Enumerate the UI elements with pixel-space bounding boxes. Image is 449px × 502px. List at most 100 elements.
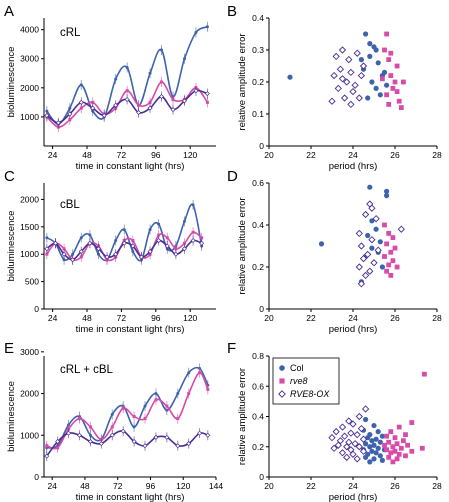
data-point-rve8ox xyxy=(104,254,110,260)
scatter-point-rve8 xyxy=(405,442,410,448)
data-point-rve8ox xyxy=(44,246,50,252)
x-tick-label: 22 xyxy=(306,313,316,323)
scatter-point-rve8 xyxy=(392,448,398,454)
data-point-rve8 xyxy=(200,236,204,240)
data-point-rve8ox xyxy=(121,240,127,246)
data-point-rve8 xyxy=(154,398,158,402)
scatter-point-rve8ox xyxy=(345,417,353,425)
scatter-point-col xyxy=(384,82,390,88)
x-axis-title: period (hrs) xyxy=(329,161,378,172)
data-point-rve8ox xyxy=(197,430,203,436)
panel-letter-d: D xyxy=(227,168,238,185)
data-point-rve8ox xyxy=(147,248,153,254)
data-point-rve8ox xyxy=(55,439,61,445)
scatter-point-rve8ox xyxy=(334,84,342,93)
data-point-rve8 xyxy=(68,118,72,122)
data-point-col xyxy=(187,371,191,375)
data-point-rve8 xyxy=(56,446,60,450)
y-tick-label: 1000 xyxy=(20,249,39,259)
scatter-point-rve8 xyxy=(396,98,402,104)
scatter-point-rve8ox xyxy=(357,424,366,433)
x-tick-label: 26 xyxy=(390,313,400,323)
scatter-point-rve8ox xyxy=(351,81,359,89)
data-point-rve8 xyxy=(77,417,81,421)
scatter-point-rve8 xyxy=(422,371,427,377)
x-tick-label: 28 xyxy=(432,150,442,160)
scatter-point-rve8ox xyxy=(349,87,357,96)
y-tick-label: 0 xyxy=(34,304,39,314)
scatter-point-col xyxy=(377,453,383,459)
data-point-rve8 xyxy=(160,80,164,84)
scatter-point-rve8ox xyxy=(359,62,368,70)
scatter-point-rve8 xyxy=(394,264,400,270)
scatter-point-rve8ox xyxy=(343,78,351,86)
legend-marker-rve8 xyxy=(279,378,285,384)
panel-letter-b: B xyxy=(227,3,237,20)
scatter-point-rve8 xyxy=(390,444,396,450)
scatter-point-rve8ox xyxy=(340,94,349,102)
data-point-rve8ox xyxy=(199,240,205,246)
x-tick-label: 24 xyxy=(47,481,57,491)
data-point-rve8ox xyxy=(78,99,84,105)
y-tick-label: 2000 xyxy=(20,389,39,399)
condition-label-a: cRL xyxy=(60,27,81,39)
scatter-point-rve8 xyxy=(388,50,394,56)
x-axis-title: time in constant light (hrs) xyxy=(76,492,185,502)
data-point-rve8ox xyxy=(159,94,165,100)
scatter-point-col xyxy=(369,79,375,85)
scatter-point-rve8ox xyxy=(328,434,336,442)
scatter-point-col xyxy=(377,439,383,445)
data-point-rve8 xyxy=(174,247,178,251)
chart-panel-e: 24 48 72 96 120 144 0 1000 2000 3000 time in const… xyxy=(6,347,223,502)
scatter-point-rve8ox xyxy=(347,68,355,77)
x-tick-label: 20 xyxy=(264,481,274,491)
data-point-rve8ox xyxy=(147,105,153,111)
y-tick-label: 1000 xyxy=(20,112,39,122)
scatter-point-rve8 xyxy=(388,429,394,435)
data-point-rve8 xyxy=(79,106,83,110)
y-tick-label: 4000 xyxy=(20,25,39,35)
data-point-col xyxy=(122,228,126,232)
y-tick-label: 2000 xyxy=(20,194,39,204)
data-point-rve8ox xyxy=(78,248,84,254)
scatter-point-col xyxy=(373,226,379,232)
data-point-rve8ox xyxy=(181,98,187,104)
scatter-point-col xyxy=(373,85,379,91)
x-tick-label: 120 xyxy=(176,481,190,491)
scatter-point-rve8ox xyxy=(357,71,366,80)
data-point-col xyxy=(114,239,118,243)
x-tick-label: 28 xyxy=(432,313,442,323)
scatter-point-rve8 xyxy=(390,86,396,91)
y-tick-label: 0 xyxy=(34,472,39,482)
data-point-rve8 xyxy=(157,233,161,237)
scatter-point-rve8ox xyxy=(355,443,363,451)
scatter-point-rve8 xyxy=(384,92,389,98)
scatter-point-col xyxy=(377,239,383,245)
data-point-col xyxy=(114,77,118,81)
data-point-rve8 xyxy=(148,100,152,104)
condition-label-c: cBL xyxy=(60,199,80,211)
scatter-point-col xyxy=(367,459,373,465)
data-point-col xyxy=(157,222,161,226)
y-tick-label: 0.2 xyxy=(252,262,264,272)
scatter-point-rve8 xyxy=(390,258,396,264)
x-axis-title: time in constant light (hrs) xyxy=(76,324,185,335)
x-tick-label: 144 xyxy=(209,481,223,491)
scatter-point-rve8ox xyxy=(347,429,355,437)
y-tick-label: 0 xyxy=(259,141,264,151)
data-point-col xyxy=(88,433,92,437)
y-tick-label: 0.6 xyxy=(252,381,264,391)
x-tick-label: 20 xyxy=(264,150,274,160)
scatter-point-rve8ox xyxy=(368,204,376,212)
scatter-point-rve8ox xyxy=(328,97,336,105)
data-point-col xyxy=(205,25,209,29)
scatter-point-col xyxy=(367,184,373,190)
scatter-point-rve8ox xyxy=(357,280,366,288)
scatter-point-col xyxy=(373,450,379,456)
scatter-point-rve8 xyxy=(382,222,387,228)
scatter-point-col xyxy=(379,457,385,463)
data-point-rve8ox xyxy=(181,246,187,252)
scatter-point-col xyxy=(363,416,369,423)
data-point-rve8ox xyxy=(136,110,142,116)
